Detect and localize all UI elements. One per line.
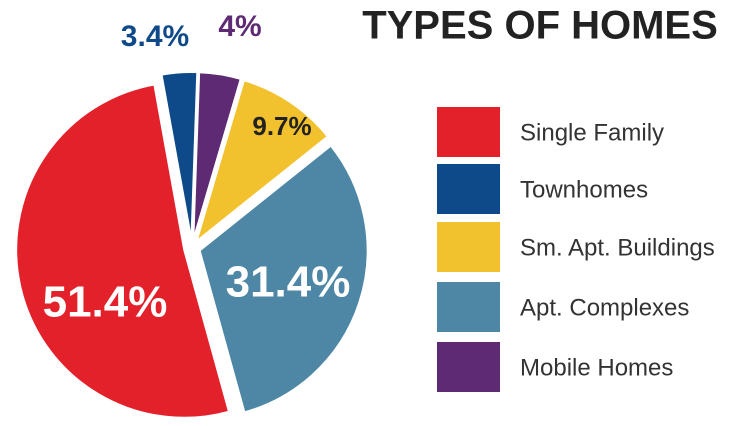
value-label: 31.4% <box>226 258 351 307</box>
pie-slice <box>15 83 231 419</box>
legend-swatch <box>437 107 500 157</box>
value-label: 3.4% <box>121 20 189 53</box>
pie-slice <box>192 71 243 241</box>
legend-swatch <box>437 342 500 392</box>
legend-text: Single Family <box>520 119 664 146</box>
legend-swatch <box>437 164 500 214</box>
legend-text: Sm. Apt. Buildings <box>520 234 715 261</box>
chart-title: TYPES OF HOMES <box>362 4 718 48</box>
legend-swatch <box>437 282 500 332</box>
legend-text: Apt. Complexes <box>520 294 689 321</box>
legend-text: Mobile Homes <box>520 354 673 381</box>
value-label: 9.7% <box>252 111 311 141</box>
pie-slice <box>198 144 369 414</box>
pie-slice <box>160 71 199 241</box>
legend-text: Townhomes <box>520 176 648 203</box>
value-label: 4% <box>218 10 261 43</box>
value-label: 51.4% <box>43 278 168 327</box>
pie-slice <box>194 78 330 245</box>
legend-swatch <box>437 222 500 272</box>
